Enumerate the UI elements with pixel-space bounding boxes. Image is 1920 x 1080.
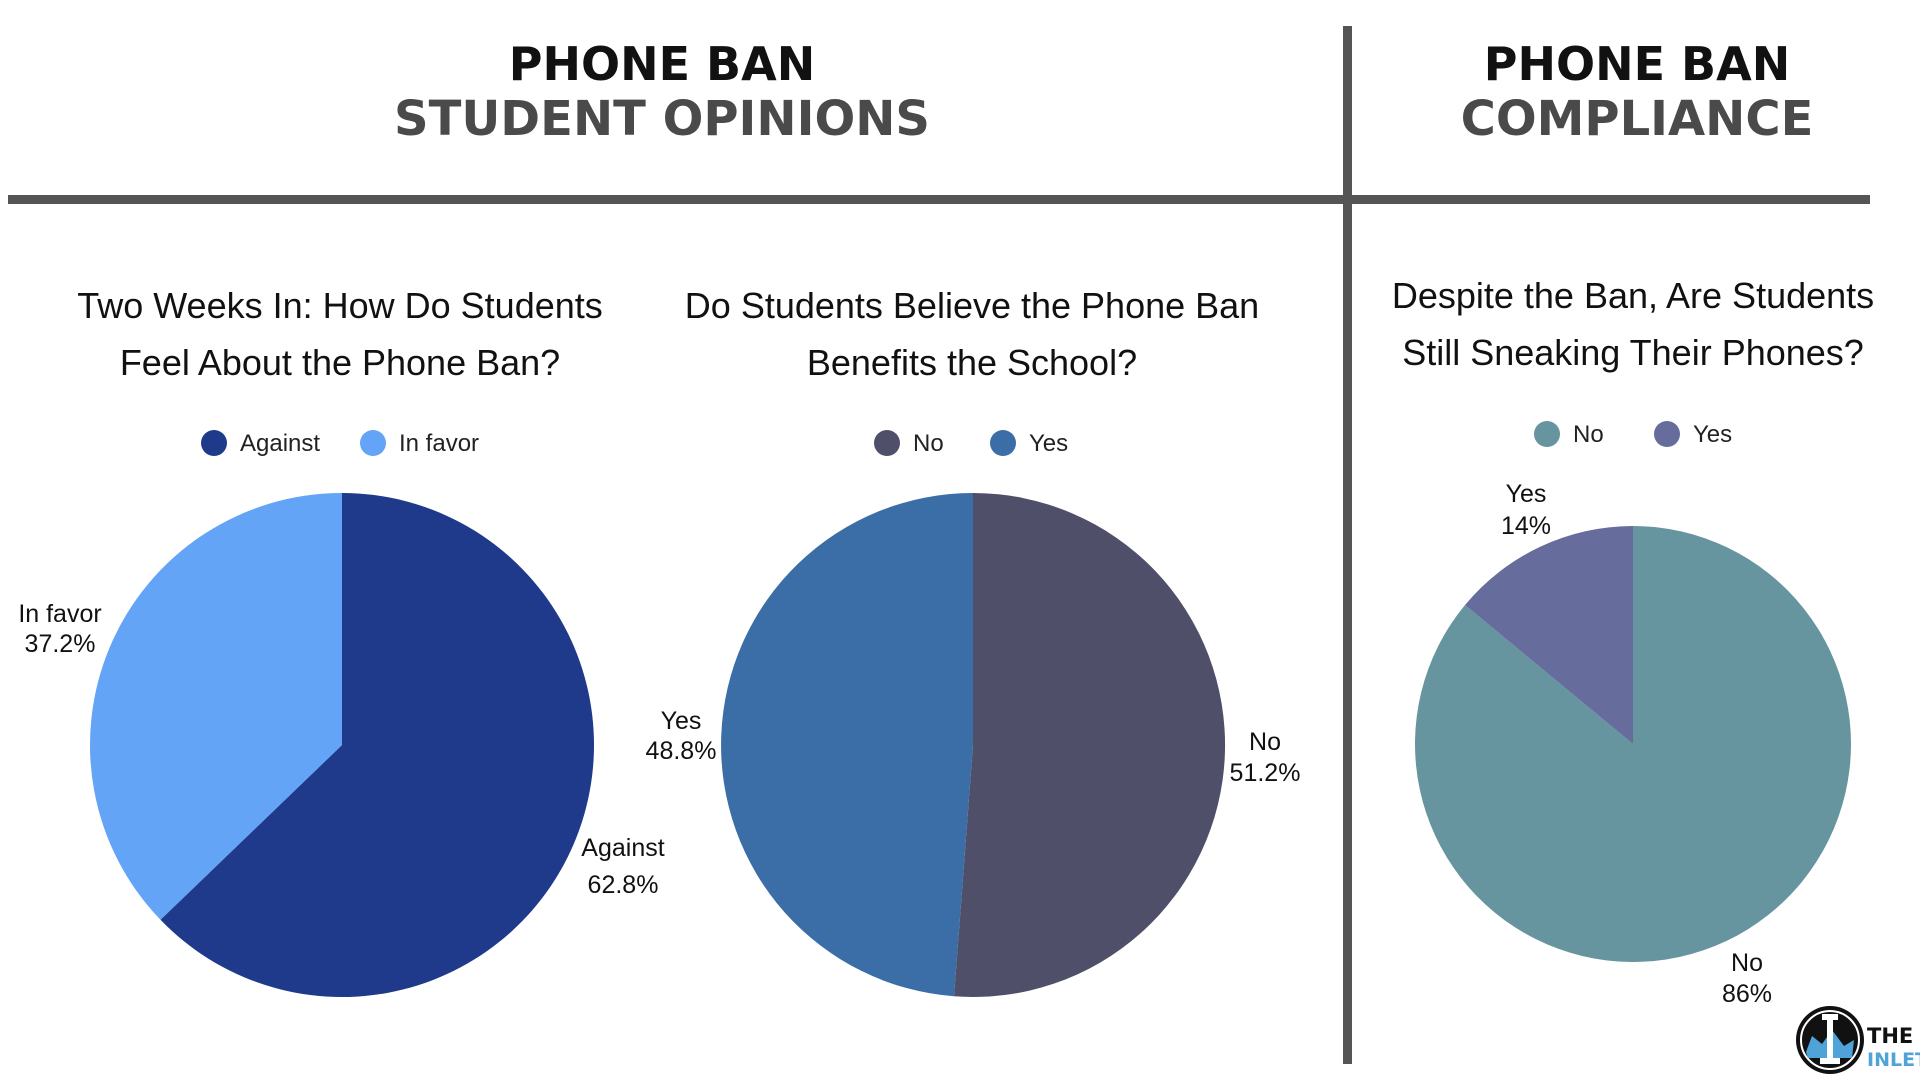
compliance-header-line1: PHONE BAN (1484, 37, 1790, 91)
logo-text-the: THE (1867, 1024, 1913, 1048)
header-divider (8, 195, 1870, 204)
chart-title-line2: Benefits the School? (807, 342, 1137, 383)
legend-swatch-in-favor (360, 430, 386, 456)
chart-title-line2: Feel About the Phone Ban? (120, 342, 560, 383)
data-label-no-name: No (1249, 728, 1281, 756)
data-label-yes-value: 48.8% (646, 737, 717, 765)
data-label-yes-name: Yes (661, 707, 702, 735)
data-label-in-favor-name: In favor (18, 600, 101, 628)
legend-swatch-no (1534, 421, 1560, 447)
legend-label-no: No (1573, 421, 1604, 448)
pie-slice-no (954, 493, 1226, 997)
legend-label-in-favor: In favor (399, 430, 479, 457)
legend-label-no: No (913, 430, 944, 457)
data-label-yes-value: 14% (1501, 512, 1551, 540)
opinions-header-line2: STUDENT OPINIONS (394, 91, 930, 147)
data-label-no-value: 51.2% (1230, 759, 1301, 787)
pie-slice-yes (721, 493, 973, 997)
chart-opinions: Two Weeks In: How Do Students Feel About… (18, 285, 665, 998)
chart-benefits: Do Students Believe the Phone Ban Benefi… (646, 285, 1301, 997)
chart-title-line1: Despite the Ban, Are Students (1392, 275, 1874, 316)
legend-swatch-yes (990, 430, 1016, 456)
legend-label-against: Against (240, 430, 320, 457)
pie-slice-in-favor (89, 493, 342, 920)
data-label-against-name: Against (581, 834, 664, 862)
chart-title-line1: Two Weeks In: How Do Students (77, 285, 603, 326)
compliance-header-line2: COMPLIANCE (1461, 91, 1814, 147)
chart-sneaking: Despite the Ban, Are Students Still Snea… (1392, 275, 1874, 1008)
chart-title-line1: Do Students Believe the Phone Ban (685, 285, 1259, 326)
pie-slice-against (160, 493, 594, 998)
legend-label-yes: Yes (1029, 430, 1068, 457)
section-divider (1343, 26, 1352, 1064)
data-label-yes-name: Yes (1506, 480, 1547, 508)
legend-swatch-no (874, 430, 900, 456)
legend-swatch-against (201, 430, 227, 456)
pie-slice-no (1415, 526, 1852, 962)
inlet-logo: THE INLET (1796, 1006, 1920, 1074)
data-label-no-value: 86% (1722, 980, 1772, 1008)
logo-text-inlet: INLET (1867, 1049, 1920, 1071)
legend-label-yes: Yes (1693, 421, 1732, 448)
opinions-header-line1: PHONE BAN (509, 37, 815, 91)
data-label-no-name: No (1731, 949, 1763, 977)
data-label-in-favor-value: 37.2% (25, 630, 96, 658)
chart-title-line2: Still Sneaking Their Phones? (1402, 332, 1864, 373)
data-label-against-value: 62.8% (588, 871, 659, 899)
inlet-logo-icon (1796, 1006, 1864, 1074)
legend-swatch-yes (1654, 421, 1680, 447)
pie-slice-yes (1465, 526, 1633, 744)
